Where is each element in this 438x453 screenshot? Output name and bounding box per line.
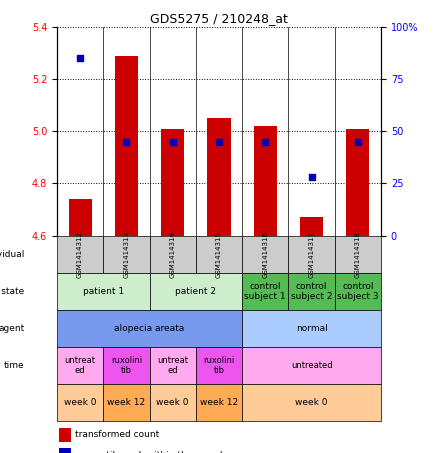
Bar [149,384,196,421]
Text: control
subject 2: control subject 2 [291,282,332,301]
Text: GSM1414313: GSM1414313 [124,231,129,278]
Text: GSM1414312: GSM1414312 [77,231,83,278]
Text: transformed count: transformed count [74,430,159,439]
Bar [254,126,277,236]
Text: ruxolini
tib: ruxolini tib [111,356,142,375]
Point [169,138,176,145]
Bar [161,129,184,236]
Text: week 12: week 12 [107,398,145,407]
Bar [300,217,323,236]
Text: GSM1414315: GSM1414315 [216,231,222,278]
Point [215,138,223,145]
Bar [57,384,103,421]
Bar [335,236,381,273]
Text: control
subject 3: control subject 3 [337,282,379,301]
Bar [57,236,103,273]
Text: week 0: week 0 [64,398,96,407]
Point [77,55,84,62]
Bar [57,273,149,310]
Bar [103,384,149,421]
Text: patient 2: patient 2 [175,287,216,296]
Bar [196,236,242,273]
Text: ruxolini
tib: ruxolini tib [203,356,235,375]
Bar [57,310,242,347]
Bar [242,273,289,310]
Point [308,173,315,181]
Bar [242,384,381,421]
Text: agent: agent [0,324,25,333]
Bar [335,273,381,310]
Text: alopecia areata: alopecia areata [114,324,185,333]
Bar [208,118,230,236]
Bar [289,273,335,310]
Bar [57,347,103,384]
Text: GSM1414316: GSM1414316 [262,231,268,278]
Point [354,138,361,145]
Bar [196,384,242,421]
Text: individual: individual [0,250,25,259]
Text: untreat
ed: untreat ed [157,356,188,375]
Text: week 0: week 0 [295,398,328,407]
Text: control
subject 1: control subject 1 [244,282,286,301]
Text: untreat
ed: untreat ed [64,356,95,375]
Text: time: time [4,361,25,370]
Text: week 0: week 0 [156,398,189,407]
Text: GSM1414317: GSM1414317 [309,231,314,278]
Bar [196,347,242,384]
Bar [242,236,289,273]
Bar [149,347,196,384]
Bar [59,448,71,453]
Bar [149,273,242,310]
Text: disease state: disease state [0,287,25,296]
Text: normal: normal [296,324,328,333]
Bar [346,129,370,236]
Text: patient 1: patient 1 [83,287,124,296]
Bar [289,236,335,273]
Bar [115,56,138,236]
Bar [68,199,92,236]
Bar [103,236,149,273]
Bar [103,347,149,384]
Bar [59,428,71,442]
Title: GDS5275 / 210248_at: GDS5275 / 210248_at [150,12,288,24]
Text: GSM1414314: GSM1414314 [170,231,176,278]
Point [123,138,130,145]
Text: week 12: week 12 [200,398,238,407]
Text: percentile rank within the sample: percentile rank within the sample [74,451,228,453]
Bar [149,236,196,273]
Bar [242,347,381,384]
Text: untreated: untreated [291,361,332,370]
Point [262,138,269,145]
Bar [242,310,381,347]
Text: GSM1414318: GSM1414318 [355,231,361,278]
